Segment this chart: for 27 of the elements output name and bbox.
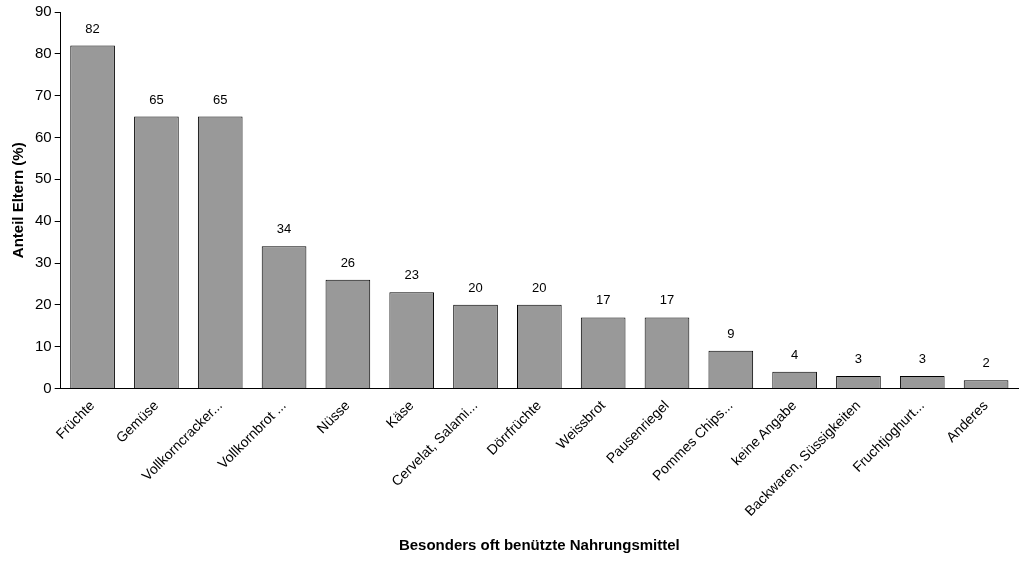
data-label: 34 <box>276 221 292 237</box>
data-label: 65 <box>149 91 164 107</box>
data-label: 4 <box>791 346 799 362</box>
data-label: 23 <box>404 267 419 283</box>
data-label: 20 <box>468 279 483 295</box>
data-label: 20 <box>532 279 547 295</box>
y-tick-label: 60 <box>35 127 52 145</box>
x-axis-title: Besonders oft benützte Nahrungsmittel <box>398 536 680 554</box>
data-label: 9 <box>727 325 735 341</box>
data-label: 17 <box>595 292 611 308</box>
data-label: 3 <box>854 351 863 367</box>
data-label: 2 <box>982 355 990 371</box>
y-tick-label: 0 <box>43 378 52 396</box>
y-tick-label: 20 <box>35 294 52 312</box>
y-tick-label: 30 <box>35 253 52 271</box>
data-label: 26 <box>340 254 356 270</box>
data-label: 65 <box>213 91 228 107</box>
y-tick-label: 80 <box>35 43 52 61</box>
y-tick-label: 90 <box>35 2 52 20</box>
y-axis-title: Anteil Eltern (%) <box>9 142 27 259</box>
data-label: 17 <box>659 292 675 308</box>
y-tick-label: 70 <box>35 85 52 103</box>
data-label: 3 <box>918 351 926 367</box>
y-tick-label: 40 <box>35 211 52 229</box>
y-tick-label: 10 <box>35 336 52 354</box>
y-tick-label: 50 <box>35 169 52 187</box>
data-label: 82 <box>85 20 100 36</box>
